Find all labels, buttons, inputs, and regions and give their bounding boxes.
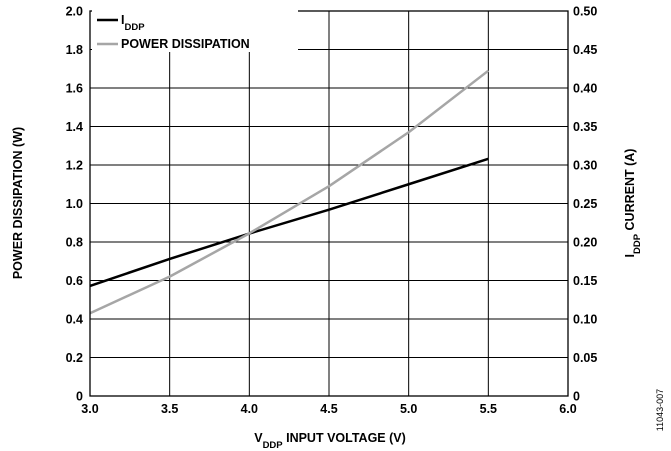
plot-frame bbox=[89, 10, 569, 397]
legend: IDDP POWER DISSIPATION bbox=[92, 8, 298, 52]
x-tick-label: 5.5 bbox=[480, 402, 497, 416]
series-layer bbox=[89, 69, 490, 315]
y-left-tick-label: 2.0 bbox=[66, 5, 83, 19]
y-left-tick-label: 0.8 bbox=[66, 236, 83, 250]
legend-label-iddp: IDDP bbox=[121, 13, 145, 33]
x-tick-label: 6.0 bbox=[559, 402, 576, 416]
y-right-tick-label: 0.45 bbox=[573, 43, 597, 57]
y-right-tick-label: 0.35 bbox=[573, 120, 597, 134]
y-right-tick-label: 0.25 bbox=[573, 197, 597, 211]
y-right-tick-label: 0.50 bbox=[573, 5, 597, 19]
x-tick-label: 4.5 bbox=[320, 402, 337, 416]
legend-box bbox=[92, 8, 298, 52]
y-right-tick-label: 0.15 bbox=[573, 274, 597, 288]
x-tick-label: 3.0 bbox=[81, 402, 98, 416]
y-left-tick-label: 0.4 bbox=[66, 313, 83, 327]
y-left-tick-label: 1.4 bbox=[66, 120, 83, 134]
y-right-tick-label: 0.30 bbox=[573, 159, 597, 173]
figure-id: 11043-007 bbox=[655, 389, 665, 431]
y-left-tick-label: 0.6 bbox=[66, 274, 83, 288]
legend-label-power: POWER DISSIPATION bbox=[121, 37, 250, 51]
y-left-tick-label: 1.0 bbox=[66, 197, 83, 211]
y-right-tick-label: 0 bbox=[573, 390, 580, 404]
y-left-axis-label: POWER DISSIPATION (W) bbox=[11, 127, 25, 279]
grid bbox=[90, 11, 568, 396]
series-line-iddp bbox=[89, 157, 489, 288]
x-axis-label: VDDP INPUT VOLTAGE (V) bbox=[254, 431, 406, 451]
ticks-layer: 3.0 3.5 4.0 4.5 5.0 5.5 6.000.20.40.60.81.01.2… bbox=[66, 5, 598, 417]
y-left-tick-label: 1.2 bbox=[66, 159, 83, 173]
series-line-power-dissipation bbox=[89, 69, 490, 315]
y-left-tick-label: 1.8 bbox=[66, 43, 83, 57]
y-left-tick-label: 0 bbox=[76, 390, 83, 404]
x-tick-label: 3.5 bbox=[161, 402, 178, 416]
y-left-tick-label: 1.6 bbox=[66, 82, 83, 96]
y-right-tick-label: 0.20 bbox=[573, 236, 597, 250]
y-right-axis-label: IDDP CURRENT (A) bbox=[623, 149, 643, 258]
y-left-tick-label: 0.2 bbox=[66, 351, 83, 365]
y-right-tick-label: 0.05 bbox=[573, 351, 597, 365]
x-tick-label: 5.0 bbox=[400, 402, 417, 416]
y-right-tick-label: 0.40 bbox=[573, 82, 597, 96]
y-right-tick-label: 0.10 bbox=[573, 313, 597, 327]
x-tick-label: 4.0 bbox=[241, 402, 258, 416]
